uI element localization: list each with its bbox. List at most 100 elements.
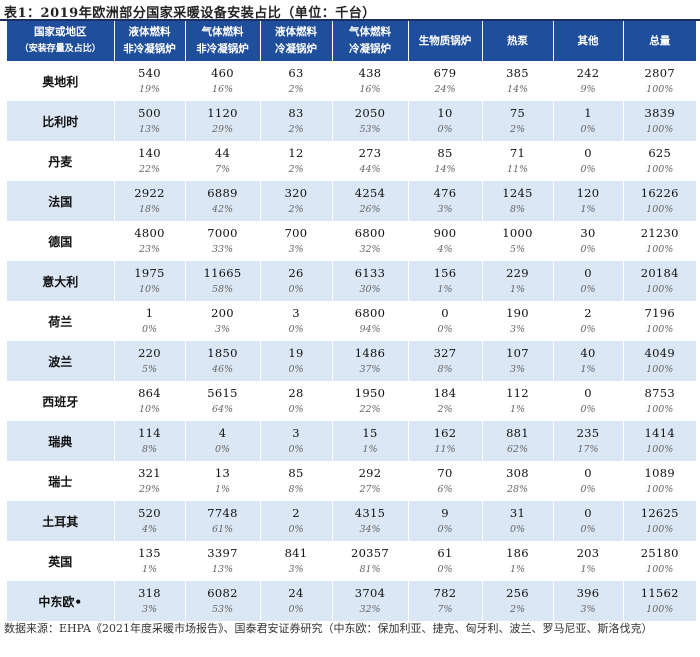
share-text: 100%: [646, 203, 674, 215]
value-text: 135: [138, 545, 161, 560]
table-title: 表1：2019年欧洲部分国家采暖设备安装占比（单位：千台）: [4, 6, 376, 21]
share-text: 100%: [646, 243, 674, 255]
data-cell: 1 0%: [114, 301, 186, 341]
share-text: 0%: [288, 403, 304, 415]
data-cell: 2807 100%: [623, 61, 696, 101]
value-text: 156: [433, 265, 457, 280]
share-text: 30%: [359, 283, 381, 295]
data-cell: 318 3%: [114, 581, 186, 621]
header-total: 总量: [623, 21, 696, 61]
data-cell: 61 0%: [408, 541, 483, 581]
share-text: 94%: [359, 323, 381, 335]
value-text: 321: [138, 465, 161, 480]
data-cell: 24 0%: [260, 581, 333, 621]
value-text: 229: [506, 265, 529, 280]
table-row: 中东欧• 318 3% 6082 53% 24 0% 3704 32% 782 7% 256 2% 396…: [7, 581, 696, 621]
value-text: 70: [437, 465, 453, 480]
value-text: 864: [138, 385, 161, 400]
value-text: 19: [288, 345, 304, 360]
data-cell: 3 0%: [260, 421, 333, 461]
value-text: 190: [506, 305, 529, 320]
data-cell: 4 0%: [185, 421, 261, 461]
share-text: 0%: [509, 523, 526, 535]
data-cell: 6889 42%: [185, 181, 261, 221]
table-row: 土耳其 520 4% 7748 61% 2 0% 4315 34% 9 0% 31 0% 0 0% 12625…: [7, 501, 696, 541]
table-row: 德国 4800 23% 7000 33% 700 3% 6800 32% 900 4% 1000 5% 3…: [7, 221, 696, 261]
data-cell: 396 3%: [553, 581, 624, 621]
value-text: 4315: [354, 505, 386, 520]
value-text: 0: [584, 145, 592, 160]
value-text: 30: [580, 225, 596, 240]
value-text: 396: [576, 585, 600, 600]
value-text: 31: [509, 505, 526, 520]
data-cell: 20357 81%: [332, 541, 409, 581]
data-cell: 140 22%: [114, 141, 186, 181]
data-cell: 85 14%: [408, 141, 483, 181]
share-text: 0%: [288, 443, 304, 455]
value-text: 3397: [207, 545, 238, 560]
data-cell: 1120 29%: [185, 101, 261, 141]
value-text: 520: [138, 505, 161, 520]
data-cell: 15 1%: [332, 421, 409, 461]
data-cell: 83 2%: [260, 101, 333, 141]
share-text: 6%: [437, 483, 453, 495]
value-text: 1975: [134, 265, 165, 280]
data-cell: 186 1%: [482, 541, 554, 581]
data-cell: 107 3%: [482, 341, 554, 381]
share-text: 0%: [288, 523, 304, 535]
data-cell: 841 3%: [260, 541, 333, 581]
share-text: 14%: [434, 163, 456, 175]
value-text: 71: [509, 145, 526, 160]
share-text: 0%: [214, 443, 231, 455]
share-text: 11%: [506, 163, 529, 175]
header-liquid-condensing: 液体燃料 冷凝锅炉: [260, 21, 333, 61]
data-cell: 2922 18%: [114, 181, 186, 221]
value-text: 184: [433, 385, 457, 400]
value-text: 327: [433, 345, 457, 360]
data-cell: 1414 100%: [623, 421, 696, 461]
value-text: 2807: [644, 65, 675, 80]
value-text: 25180: [640, 545, 679, 560]
data-cell: 162 11%: [408, 421, 483, 461]
data-cell: 292 27%: [332, 461, 409, 501]
value-text: 7748: [207, 505, 238, 520]
share-text: 26%: [359, 203, 381, 215]
value-text: 61: [437, 545, 453, 560]
share-text: 7%: [437, 603, 453, 615]
data-cell: 190 3%: [482, 301, 554, 341]
value-text: 2050: [354, 105, 386, 120]
share-text: 8%: [288, 483, 304, 495]
value-text: 107: [506, 345, 529, 360]
data-cell: 3 0%: [260, 301, 333, 341]
value-text: 24: [288, 585, 304, 600]
value-text: 1414: [644, 425, 675, 440]
data-cell: 30 0%: [553, 221, 624, 261]
share-text: 53%: [359, 123, 381, 135]
data-cell: 476 3%: [408, 181, 483, 221]
share-text: 3%: [580, 603, 596, 615]
data-cell: 135 1%: [114, 541, 186, 581]
share-text: 1%: [141, 563, 158, 575]
value-text: 12: [288, 145, 304, 160]
country-cell: 德国: [7, 221, 115, 261]
share-text: 2%: [288, 123, 304, 135]
share-text: 0%: [580, 323, 596, 335]
share-text: 61%: [211, 523, 234, 535]
share-text: 9%: [580, 83, 596, 95]
header-region: 国家或地区 （安装存量及占比）: [7, 21, 115, 61]
value-text: 1950: [354, 385, 386, 400]
share-text: 100%: [646, 363, 674, 375]
data-cell: 3397 13%: [185, 541, 261, 581]
data-cell: 19 0%: [260, 341, 333, 381]
value-text: 235: [576, 425, 600, 440]
share-text: 0%: [580, 523, 596, 535]
data-cell: 1245 8%: [482, 181, 554, 221]
country-cell: 波兰: [7, 341, 115, 381]
value-text: 20184: [640, 265, 679, 280]
share-text: 2%: [509, 123, 526, 135]
share-text: 32%: [359, 603, 381, 615]
value-text: 10: [437, 105, 453, 120]
data-cell: 540 19%: [114, 61, 186, 101]
share-text: 16%: [359, 83, 381, 95]
share-text: 2%: [288, 163, 304, 175]
